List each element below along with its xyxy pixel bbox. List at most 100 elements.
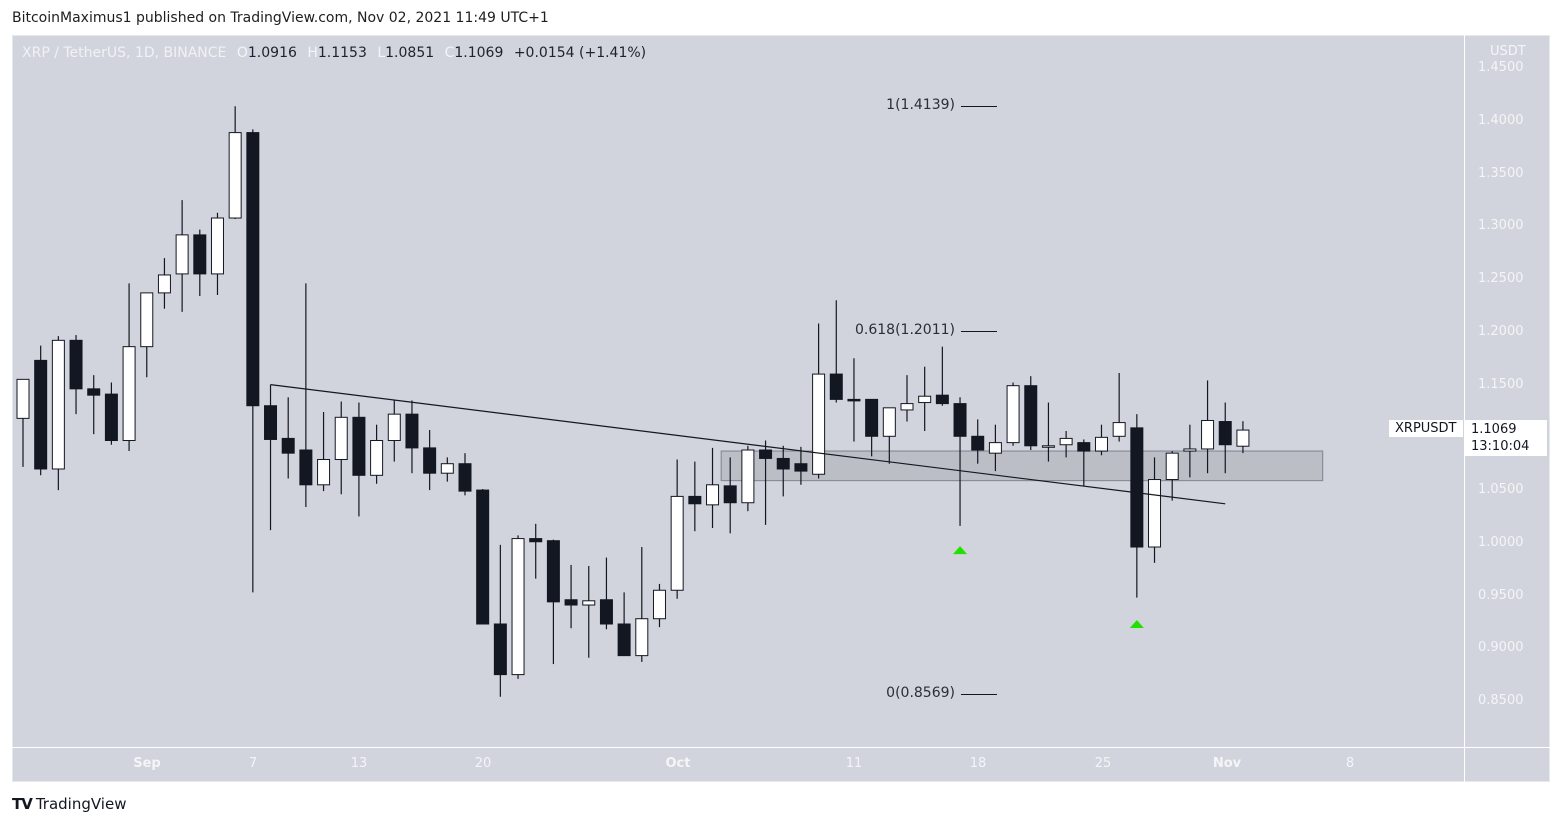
bull-candle [652,589,666,620]
price-tick: 0.8500 [1478,692,1524,708]
bull-candle [334,416,348,460]
bear-candle [34,359,48,470]
time-tick: 7 [248,756,258,771]
support-zone [720,450,1324,482]
tradingview-brand[interactable]: TV TradingView [12,795,126,813]
time-tick: Oct [665,756,691,771]
bear-candle [104,393,118,442]
time-tick: Sep [133,756,161,771]
bear-candle [794,463,808,472]
up-arrow-icon [953,546,968,555]
bear-candle [829,373,843,400]
legend-high-value: 1.1153 [317,45,367,61]
legend-change: +0.0154 (+1.41%) [513,45,647,61]
legend-symbol: XRP / TetherUS, 1D, BINANCE [22,45,227,61]
legend-close-label: C [444,45,455,61]
bear-candle [458,463,472,492]
bull-candle [16,378,30,419]
legend-close-value: 1.1069 [454,45,504,61]
bear-candle [246,132,260,407]
bear-candle [1077,442,1091,452]
bull-candle [175,234,189,275]
legend-open-label: O [236,45,248,61]
bear-candle [476,489,490,625]
price-axis-unit: USDT [1490,44,1526,59]
bull-candle [210,217,224,275]
bull-candle [1006,385,1020,444]
bear-candle [776,457,790,470]
bear-candle [352,416,366,476]
bull-candle [1183,448,1197,452]
bear-candle [759,449,773,459]
bear-candle [423,447,437,474]
legend-open-value: 1.0916 [247,45,297,61]
bull-candle [900,403,914,411]
fib-level-line [961,330,997,332]
bull-candle [582,600,596,606]
bear-candle [847,398,861,402]
bear-candle [493,623,507,676]
bear-candle [529,538,543,543]
bear-candle [69,339,83,390]
price-tick: 0.9500 [1478,587,1524,603]
bear-candle [688,495,702,505]
publisher-line: BitcoinMaximus1 published on TradingView… [12,10,549,26]
bear-candle [564,599,578,606]
bull-candle [440,463,454,474]
price-axis-separator [1464,35,1465,782]
bull-candle [1041,445,1055,448]
time-tick: Nov [1212,756,1242,771]
bear-candle [87,388,101,396]
bull-candle [1094,436,1108,452]
bear-candle [971,435,985,451]
price-tick: 1.4000 [1478,113,1524,128]
price-tick: 0.9000 [1478,640,1524,656]
bull-candle [670,495,684,591]
time-tick: 11 [845,756,863,771]
bar-countdown: 13:10:04 [1471,439,1530,454]
fib-level-line [961,106,997,108]
bull-candle [122,346,136,442]
time-tick: 25 [1094,756,1112,771]
price-tick: 1.3000 [1478,218,1524,234]
legend-low-label: L [377,45,386,61]
bear-candle [1024,385,1038,447]
bear-candle [865,398,879,437]
fib-level-label: 0(0.8569) [886,684,955,701]
bull-candle [1201,419,1215,450]
chart-legend: XRP / TetherUS, 1D, BINANCE O1.0916 H1.1… [22,45,646,61]
bear-candle [1218,421,1232,446]
price-tick: 1.4500 [1478,60,1524,76]
price-tick: 1.3500 [1478,165,1524,181]
bear-candle [193,234,207,275]
tradingview-logo-icon: TV [12,795,33,813]
legend-low-value: 1.0851 [385,45,435,61]
bull-candle [1148,479,1162,548]
price-tick: 1.1500 [1478,376,1524,392]
bull-candle [511,538,525,676]
bull-candle [1112,422,1126,437]
bull-candle [140,292,154,348]
bear-candle [546,540,560,603]
bear-candle [723,485,737,504]
symbol-label: XRPUSDT [1389,420,1463,437]
time-tick: 13 [350,756,368,771]
price-tick: 1.2500 [1478,271,1524,287]
bull-candle [918,395,932,404]
bull-candle [635,618,649,657]
bear-candle [1130,427,1144,548]
fib-level-label: 1(1.4139) [886,97,955,114]
time-axis-separator [12,747,1550,748]
bear-candle [617,623,631,657]
descending-trendline [270,384,1226,505]
bull-candle [706,484,720,506]
bear-candle [599,599,613,625]
bull-candle [370,440,384,476]
legend-high-label: H [307,45,318,61]
bull-candle [882,407,896,437]
bear-candle [953,403,967,437]
bear-candle [281,437,295,454]
time-tick: 18 [969,756,987,771]
fib-level-line [961,693,997,695]
